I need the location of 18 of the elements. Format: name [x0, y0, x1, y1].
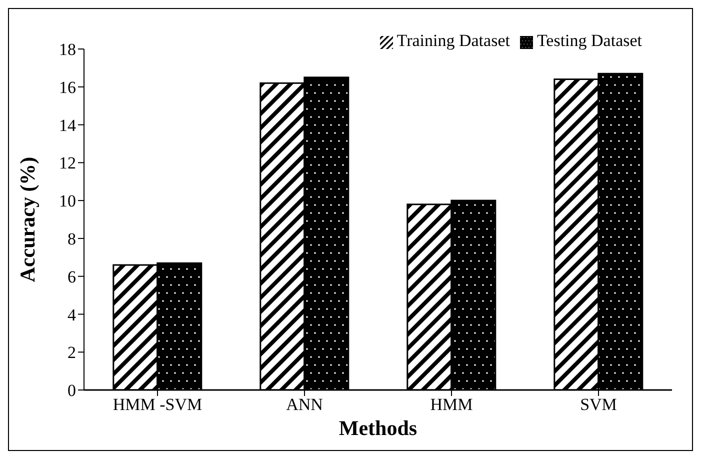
y-tick-label: 0 — [68, 381, 76, 400]
x-tick-label: HMM — [430, 395, 473, 414]
legend-label: Testing Dataset — [536, 31, 642, 50]
y-tick-label: 14 — [59, 116, 76, 135]
y-tick-label: 16 — [59, 78, 76, 97]
x-tick-label: ANN — [286, 395, 323, 414]
y-axis-title: Accuracy (%) — [15, 156, 40, 282]
x-tick-label: SVM — [580, 395, 617, 414]
y-tick-label: 2 — [68, 343, 76, 362]
legend-label: Training Dataset — [396, 31, 510, 50]
y-tick-label: 10 — [59, 192, 76, 211]
y-tick-label: 18 — [59, 40, 76, 60]
y-tick-label: 6 — [68, 267, 76, 286]
y-tick-label: 12 — [59, 154, 76, 173]
x-tick-label: HMM -SVM — [112, 395, 202, 414]
x-axis-title: Methods — [338, 416, 418, 440]
y-tick-label: 8 — [68, 229, 76, 248]
y-tick-label: 4 — [68, 305, 76, 324]
